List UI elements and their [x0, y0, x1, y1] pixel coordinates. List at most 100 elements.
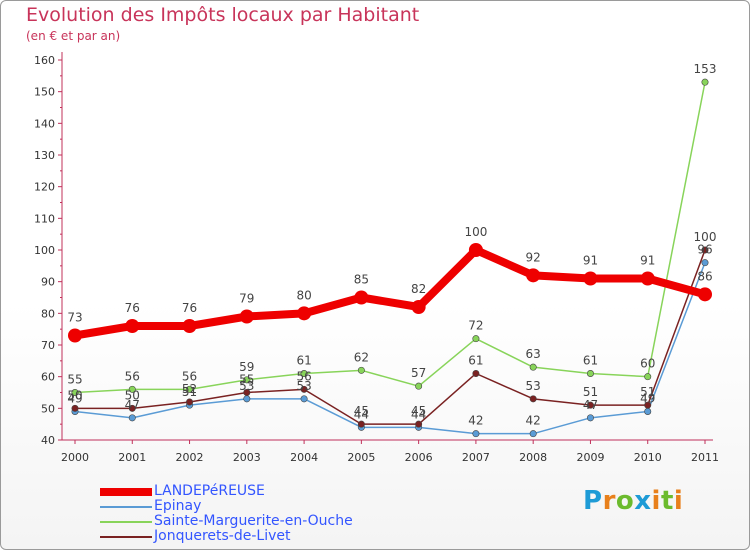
y-tick-label: 60 — [41, 371, 55, 384]
data-point — [128, 404, 136, 412]
logo-letter: r — [602, 486, 616, 516]
data-label: 61 — [468, 354, 483, 368]
logo-letter: x — [634, 486, 652, 516]
data-point — [701, 78, 709, 86]
data-point — [357, 366, 365, 374]
data-point — [583, 271, 598, 286]
data-point — [125, 319, 140, 333]
data-point — [586, 369, 594, 377]
data-label: 72 — [468, 319, 483, 333]
data-point — [586, 401, 594, 409]
data-point — [186, 398, 194, 406]
data-point — [415, 420, 423, 428]
data-point — [526, 268, 541, 283]
legend-swatch — [100, 521, 152, 523]
data-point — [472, 430, 480, 438]
data-point — [243, 376, 251, 384]
data-point — [411, 300, 426, 314]
data-label: 56 — [125, 369, 140, 383]
legend-swatch — [100, 536, 152, 538]
x-tick-label: 2005 — [347, 451, 375, 464]
legend-label: Sainte-Marguerite-en-Ouche — [154, 513, 353, 529]
data-label: 61 — [296, 354, 311, 368]
logo-letter: o — [615, 486, 635, 516]
x-tick-label: 2007 — [462, 451, 490, 464]
data-label: 44 — [411, 407, 426, 421]
x-tick-label: 2000 — [61, 451, 89, 464]
y-tick-label: 120 — [34, 181, 55, 194]
data-label: 53 — [239, 379, 254, 393]
data-label: 51 — [640, 385, 655, 399]
data-label: 59 — [239, 360, 254, 374]
data-label: 51 — [182, 385, 197, 399]
data-point — [186, 385, 194, 393]
data-point — [354, 290, 369, 305]
x-tick-label: 2003 — [233, 451, 261, 464]
x-tick-label: 2002 — [176, 451, 204, 464]
data-label: 52 — [182, 382, 197, 396]
legend-swatch — [100, 506, 152, 508]
y-tick-label: 140 — [34, 117, 55, 130]
data-point — [472, 335, 480, 343]
data-label: 76 — [125, 301, 140, 315]
proxiti-logo: Proxiti — [583, 486, 683, 516]
data-point — [300, 385, 308, 393]
data-point — [71, 404, 79, 412]
y-tick-label: 150 — [34, 86, 55, 99]
x-tick-label: 2008 — [519, 451, 547, 464]
data-point — [243, 388, 251, 396]
data-point — [472, 369, 480, 377]
data-label: 55 — [239, 373, 254, 387]
data-point — [529, 395, 537, 403]
data-point — [644, 401, 652, 409]
data-point — [529, 430, 537, 438]
y-tick-label: 110 — [34, 212, 55, 225]
data-label: 55 — [67, 373, 82, 387]
data-point — [357, 420, 365, 428]
data-label: 53 — [526, 379, 541, 393]
data-point — [644, 407, 652, 415]
data-label: 42 — [468, 414, 483, 428]
data-label: 56 — [296, 369, 311, 383]
data-point — [300, 369, 308, 377]
data-label: 51 — [583, 385, 598, 399]
data-point — [239, 309, 254, 324]
data-label: 45 — [354, 404, 369, 418]
data-point — [415, 382, 423, 390]
data-point — [701, 246, 709, 254]
logo-letter: i — [673, 486, 684, 516]
chart-subtitle: (en € et par an) — [26, 29, 121, 43]
data-point — [300, 395, 308, 403]
series-line — [74, 81, 706, 394]
x-tick-label: 2010 — [634, 451, 662, 464]
legend-swatch — [100, 488, 152, 496]
logo-letter: i — [651, 486, 661, 516]
data-label: 53 — [296, 379, 311, 393]
data-label: 44 — [354, 407, 369, 421]
data-point — [297, 306, 312, 321]
logo-letter: P — [583, 486, 603, 516]
data-point — [640, 271, 655, 286]
data-point — [243, 395, 251, 403]
data-label: 92 — [526, 250, 541, 264]
x-tick-label: 2004 — [290, 451, 318, 464]
x-tick-label: 2001 — [118, 451, 146, 464]
data-point — [468, 243, 483, 257]
data-label: 49 — [640, 392, 655, 406]
series-line — [74, 261, 706, 435]
y-tick-label: 50 — [41, 402, 55, 415]
series-line — [74, 249, 706, 425]
data-point — [71, 388, 79, 396]
y-tick-label: 100 — [34, 244, 55, 257]
data-label: 61 — [583, 354, 598, 368]
data-label: 62 — [354, 350, 369, 364]
data-point — [698, 287, 712, 302]
data-label: 96 — [697, 243, 712, 257]
data-point — [128, 414, 136, 422]
x-tick-label: 2011 — [691, 451, 719, 464]
series-line — [71, 246, 709, 340]
x-tick-label: 2006 — [405, 451, 433, 464]
data-point — [68, 328, 82, 343]
chart-title: Evolution des Impôts locaux par Habitant — [26, 4, 420, 26]
